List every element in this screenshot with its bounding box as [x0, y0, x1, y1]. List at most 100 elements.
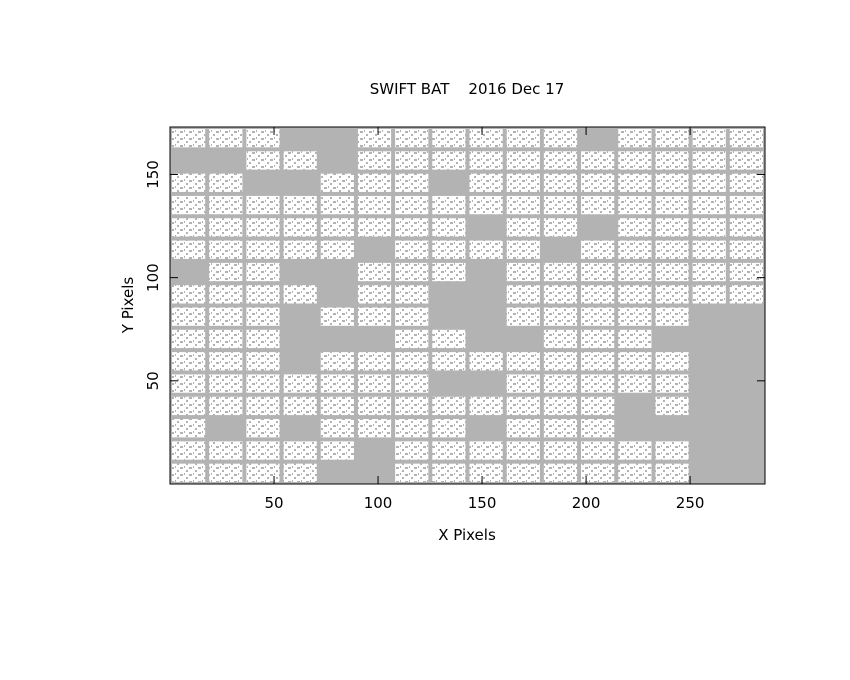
detector-module	[618, 173, 652, 192]
detector-module	[655, 396, 689, 416]
detector-module	[246, 285, 280, 304]
detector-module	[432, 352, 466, 371]
detector-module	[395, 151, 429, 170]
detector-module	[618, 218, 652, 237]
detector-module	[357, 218, 392, 237]
y-tick-label: 150	[144, 160, 162, 189]
detector-module	[655, 173, 689, 192]
x-tick-label: 100	[364, 494, 393, 512]
detector-module	[618, 195, 652, 215]
detector-module	[432, 240, 466, 259]
detector-module	[618, 329, 652, 349]
detector-module	[618, 352, 652, 371]
detector-module	[246, 218, 280, 237]
detector-module	[469, 195, 503, 215]
detector-module	[283, 285, 317, 304]
detector-module	[506, 285, 540, 304]
detector-module	[543, 329, 578, 349]
detector-module	[357, 419, 392, 438]
detector-module	[692, 262, 726, 282]
detector-module	[209, 240, 243, 259]
detector-module	[581, 262, 615, 282]
detector-module	[172, 374, 206, 393]
detector-module	[357, 262, 392, 282]
detector-module	[543, 173, 578, 192]
detector-module	[543, 151, 578, 170]
detector-module	[506, 262, 540, 282]
detector-module	[581, 240, 615, 259]
detector-module	[506, 463, 540, 482]
y-tick-label: 50	[144, 371, 162, 390]
detector-module	[506, 218, 540, 237]
detector-module	[209, 374, 243, 393]
detector-module	[581, 329, 615, 349]
detector-module	[618, 441, 652, 460]
detector-module	[246, 396, 280, 416]
detector-module	[506, 195, 540, 215]
x-axis-label: X Pixels	[438, 526, 496, 544]
detector-module	[172, 129, 206, 148]
detector-module	[581, 307, 615, 326]
detector-module	[246, 441, 280, 460]
detector-module	[172, 285, 206, 304]
detector-module	[246, 151, 280, 170]
detector-module	[581, 441, 615, 460]
detector-module	[506, 240, 540, 259]
detector-module	[729, 129, 763, 148]
detector-module	[655, 374, 689, 393]
detector-module	[246, 307, 280, 326]
detector-module	[618, 240, 652, 259]
detector-module	[506, 173, 540, 192]
detector-module	[246, 262, 280, 282]
detector-module	[209, 329, 243, 349]
detector-module	[543, 396, 578, 416]
detector-module	[209, 262, 243, 282]
detector-module	[581, 151, 615, 170]
detector-module	[469, 352, 503, 371]
detector-module	[172, 441, 206, 460]
detector-module	[469, 129, 503, 148]
detector-module	[246, 374, 280, 393]
detector-module	[543, 195, 578, 215]
detector-module	[320, 307, 354, 326]
detector-module	[246, 195, 280, 215]
detector-module	[692, 218, 726, 237]
detector-module	[395, 352, 429, 371]
detector-module	[655, 218, 689, 237]
detector-module	[506, 352, 540, 371]
detector-module	[581, 463, 615, 482]
detector-module	[172, 329, 206, 349]
detector-module	[506, 441, 540, 460]
detector-module	[395, 307, 429, 326]
detector-module	[692, 195, 726, 215]
detector-module	[432, 396, 466, 416]
detector-module	[395, 374, 429, 393]
detector-module	[543, 419, 578, 438]
detector-module	[581, 173, 615, 192]
detector-module	[543, 262, 578, 282]
detector-module	[357, 173, 392, 192]
detector-module	[543, 285, 578, 304]
detector-module	[395, 240, 429, 259]
detector-module	[209, 396, 243, 416]
detector-module	[655, 463, 689, 482]
detector-module	[729, 195, 763, 215]
detector-module	[320, 374, 354, 393]
detector-module	[320, 441, 354, 460]
x-tick-label: 50	[264, 494, 283, 512]
y-tick-label: 100	[144, 263, 162, 292]
detector-module	[395, 441, 429, 460]
detector-module	[395, 129, 429, 148]
detector-module	[283, 218, 317, 237]
detector-module	[283, 240, 317, 259]
detector-module	[469, 396, 503, 416]
detector-module	[357, 352, 392, 371]
detector-module	[655, 262, 689, 282]
detector-module	[655, 307, 689, 326]
detector-module	[543, 307, 578, 326]
detector-module	[320, 173, 354, 192]
detector-module	[432, 262, 466, 282]
detector-module	[357, 129, 392, 148]
detector-module	[320, 352, 354, 371]
